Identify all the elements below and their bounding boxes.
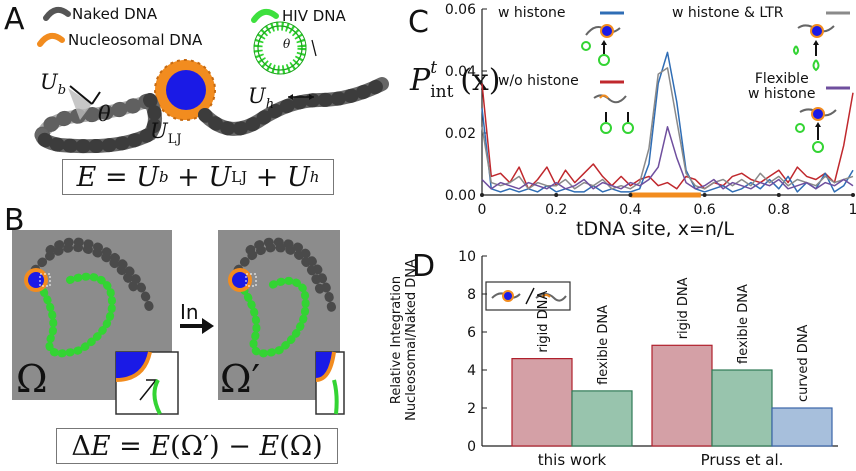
omega-prime-configuration (228, 237, 337, 358)
panel-b-illustration (12, 230, 345, 415)
d-bar-label: rigid DNA (536, 291, 551, 353)
d-ytick-label: 0 (467, 439, 476, 455)
c-xtick (480, 193, 484, 197)
icon-wo-histone (593, 94, 634, 134)
legend-hiv-dna: HIV DNA (282, 7, 346, 25)
d-bar-rigid-dna (651, 344, 713, 447)
c-xtick (851, 193, 855, 197)
icon-w-histone (581, 24, 621, 66)
hiv-dna-ring (253, 21, 307, 75)
legend-nucleosomal-dna: Nucleosomal DNA (68, 31, 203, 49)
in-arrow-label: In (180, 300, 199, 324)
c-xtick-label: 0.8 (768, 202, 790, 218)
omega-configuration (24, 237, 155, 358)
panel-b-letter: B (4, 203, 25, 238)
nucleosome (154, 59, 216, 121)
c-xtick (702, 193, 707, 197)
c-xtick-label: 0.2 (545, 202, 567, 218)
icon-flexible (795, 107, 837, 153)
legend-wo-histone: w/o histone (498, 73, 579, 89)
c-xtick-label: 0.6 (693, 202, 715, 218)
legend-w-histone: w histone (498, 5, 566, 21)
c-ytick-label: 0.04 (445, 64, 476, 80)
omega-prime-label: Ω′ (220, 357, 261, 401)
icon-w-histone-ltr (793, 24, 835, 72)
d-ytick-label: 2 (467, 401, 476, 417)
label-ulj: ULJ (150, 119, 182, 148)
c-xtick (554, 193, 559, 197)
legend-w-histone-ltr: w histone & LTR (672, 5, 784, 21)
d-bar-label: flexible DNA (736, 284, 751, 364)
d-bar-label: curved DNA (796, 324, 811, 402)
panel-d-letter: D (412, 249, 436, 284)
c-series-w-o-histone (481, 83, 854, 190)
c-xtick-label: 0.4 (619, 202, 641, 218)
d-ytick-label: 4 (467, 363, 476, 379)
c-ytick-label: 0.06 (445, 2, 476, 18)
c-series-w-histone-ltr (481, 67, 854, 190)
label-theta: θ (98, 102, 111, 126)
c-xtick (628, 193, 633, 197)
d-bar-curved-dna (771, 407, 833, 447)
c-xtick-label: 0 (478, 202, 487, 218)
omega-label: Ω (16, 357, 48, 401)
d-ytick-label: 10 (458, 249, 476, 265)
legend-naked-dna: Naked DNA (72, 5, 158, 23)
d-bar-flexible-dna (571, 390, 633, 447)
d-bar-flexible-dna (711, 369, 773, 447)
panel-c-letter: C (408, 5, 429, 40)
d-ytick-label: 6 (467, 325, 476, 341)
c-series-flexible-w-histone (481, 126, 854, 190)
panel-a-letter: A (4, 2, 25, 37)
legend-flexible-w-histone: Flexible w histone (748, 71, 816, 103)
c-ytick-label: 0.02 (445, 126, 476, 142)
d-bar-label: flexible DNA (596, 305, 611, 385)
label-ring-theta: θ (283, 37, 291, 51)
c-ytick-label: 0.00 (445, 188, 476, 204)
label-ub: Ub (40, 70, 67, 99)
d-ytick-label: 8 (467, 287, 476, 303)
c-xtick-label: 1 (849, 202, 856, 218)
d-group-label: Pruss et al. (701, 451, 784, 469)
d-bar-label: rigid DNA (676, 277, 691, 339)
d-group-label: this work (538, 451, 607, 469)
c-xtick (776, 193, 781, 197)
d-bar-rigid-dna (511, 358, 573, 447)
label-uh: Uh (248, 84, 275, 113)
panel-c-xlabel: tDNA site, x=n/L (576, 218, 734, 240)
panel-a-illustration (34, 6, 389, 154)
